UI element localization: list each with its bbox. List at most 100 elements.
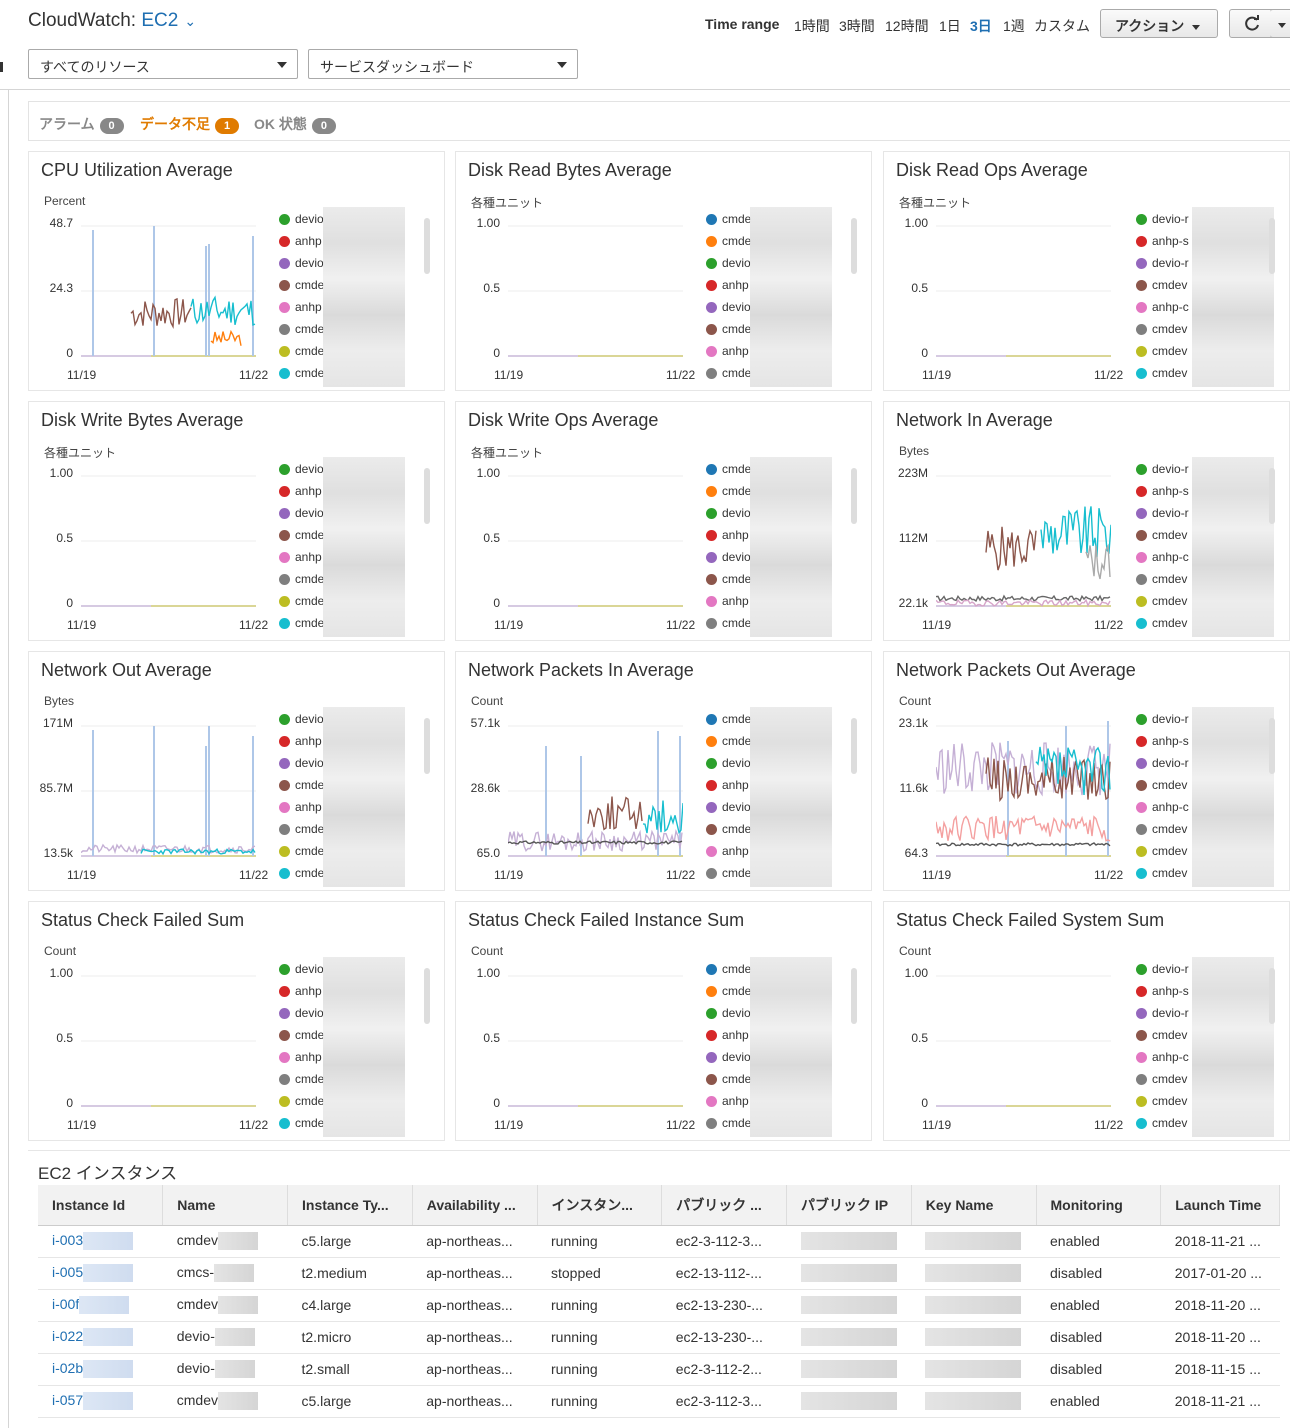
legend-item[interactable]: cmde: [706, 864, 754, 880]
legend-item[interactable]: devio: [279, 210, 327, 232]
metric-widget[interactable]: Status Check Failed Sum Count 1.00 0.5 0 11/1…: [28, 901, 445, 1141]
legend-item[interactable]: cmdev: [1136, 276, 1194, 298]
legend-item[interactable]: anhp: [706, 776, 754, 798]
metric-plot[interactable]: [81, 216, 256, 360]
legend-item[interactable]: anhp-c: [1136, 298, 1194, 320]
table-row[interactable]: i-022 devio-t2.micro ap-northeas... running…: [38, 1321, 1280, 1354]
insufficient-data-filter[interactable]: データ不足 1: [140, 114, 239, 134]
legend-scrollbar[interactable]: [424, 218, 430, 274]
legend-item[interactable]: cmde: [279, 342, 327, 364]
legend-item[interactable]: cmde: [279, 320, 327, 342]
legend-item[interactable]: devio: [706, 1048, 754, 1070]
instance-id-link[interactable]: i-02b: [38, 1353, 163, 1386]
metric-plot[interactable]: [508, 216, 683, 360]
legend-scrollbar[interactable]: [1269, 468, 1275, 524]
legend-item[interactable]: devio-r: [1136, 460, 1194, 482]
metric-widget[interactable]: Disk Read Bytes Average 各種ユニット 1.00 0.5 0 11/…: [455, 151, 872, 391]
column-header[interactable]: インスタン...: [537, 1185, 663, 1226]
legend-item[interactable]: anhp: [279, 982, 327, 1004]
column-header[interactable]: パブリック ...: [661, 1185, 787, 1226]
legend-item[interactable]: devio-r: [1136, 1004, 1194, 1026]
legend-item[interactable]: devio-r: [1136, 960, 1194, 982]
legend-item[interactable]: anhp: [706, 1026, 754, 1048]
table-row[interactable]: i-00f cmdev c4.large ap-northeas... running e…: [38, 1289, 1280, 1322]
legend-item[interactable]: devio: [706, 548, 754, 570]
legend-item[interactable]: devio: [279, 504, 327, 526]
legend-item[interactable]: anhp: [279, 798, 327, 820]
instance-id-link[interactable]: i-003: [38, 1225, 163, 1258]
metric-plot[interactable]: [936, 966, 1111, 1110]
legend-item[interactable]: cmdev: [1136, 614, 1194, 630]
legend-scrollbar[interactable]: [424, 968, 430, 1024]
legend-item[interactable]: cmde: [279, 570, 327, 592]
legend-item[interactable]: cmde: [279, 776, 327, 798]
legend-item[interactable]: cmde: [706, 570, 754, 592]
metric-plot[interactable]: [81, 966, 256, 1110]
legend-item[interactable]: devio: [279, 1004, 327, 1026]
legend-item[interactable]: anhp-c: [1136, 798, 1194, 820]
legend-item[interactable]: cmde: [279, 614, 327, 630]
legend-item[interactable]: anhp-c: [1136, 548, 1194, 570]
legend-item[interactable]: cmde: [706, 960, 754, 982]
legend-item[interactable]: anhp-s: [1136, 732, 1194, 754]
legend-item[interactable]: anhp: [706, 1092, 754, 1114]
legend-item[interactable]: anhp: [279, 548, 327, 570]
instance-id-link-text[interactable]: i-003: [52, 1231, 84, 1248]
metric-widget[interactable]: Status Check Failed Instance Sum Count 1.0…: [455, 901, 872, 1141]
legend-item[interactable]: cmde: [706, 820, 754, 842]
legend-item[interactable]: cmde: [706, 232, 754, 254]
legend-item[interactable]: cmdev: [1136, 864, 1194, 880]
instance-id-link[interactable]: i-005: [38, 1257, 163, 1290]
legend-item[interactable]: anhp: [279, 732, 327, 754]
time-range-3h[interactable]: 3時間: [839, 18, 875, 34]
legend-item[interactable]: cmdev: [1136, 1026, 1194, 1048]
legend-scrollbar[interactable]: [851, 218, 857, 274]
legend-scrollbar[interactable]: [1269, 718, 1275, 774]
table-row[interactable]: i-057 cmdev c5.large ap-northeas... running e…: [38, 1385, 1280, 1418]
resource-filter-dropdown[interactable]: すべてのリソース: [28, 49, 298, 79]
instance-id-link-text[interactable]: i-005: [52, 1263, 84, 1280]
legend-item[interactable]: cmde: [706, 1114, 754, 1130]
legend-item[interactable]: anhp: [706, 592, 754, 614]
legend-item[interactable]: cmde: [279, 526, 327, 548]
legend-item[interactable]: cmde: [279, 592, 327, 614]
legend-item[interactable]: devio: [706, 298, 754, 320]
metric-widget[interactable]: CPU Utilization Average Percent 48.7 24.3 0 1…: [28, 151, 445, 391]
legend-scrollbar[interactable]: [424, 468, 430, 524]
metric-plot[interactable]: [81, 466, 256, 610]
legend-item[interactable]: cmde: [706, 732, 754, 754]
legend-item[interactable]: cmde: [279, 276, 327, 298]
legend-item[interactable]: cmdev: [1136, 592, 1194, 614]
legend-item[interactable]: cmde: [279, 1092, 327, 1114]
legend-item[interactable]: devio: [279, 460, 327, 482]
legend-item[interactable]: cmdev: [1136, 342, 1194, 364]
legend-item[interactable]: anhp: [279, 298, 327, 320]
legend-item[interactable]: devio: [706, 254, 754, 276]
legend-item[interactable]: devio: [279, 254, 327, 276]
legend-item[interactable]: anhp: [279, 232, 327, 254]
legend-item[interactable]: devio: [279, 960, 327, 982]
instance-id-link-text[interactable]: i-00f: [52, 1295, 80, 1312]
legend-item[interactable]: cmde: [279, 364, 327, 380]
instance-id-link[interactable]: i-057: [38, 1385, 163, 1418]
legend-item[interactable]: cmdev: [1136, 776, 1194, 798]
metric-widget[interactable]: Disk Write Ops Average 各種ユニット 1.00 0.5 0 11/1…: [455, 401, 872, 641]
instance-id-link-text[interactable]: i-057: [52, 1391, 84, 1408]
legend-item[interactable]: anhp: [279, 1048, 327, 1070]
metric-plot[interactable]: [508, 716, 683, 860]
legend-item[interactable]: devio-r: [1136, 254, 1194, 276]
column-header[interactable]: Launch Time: [1160, 1185, 1280, 1226]
time-range-1h[interactable]: 1時間: [794, 18, 830, 34]
metric-widget[interactable]: Status Check Failed System Sum Count 1.00 0…: [883, 901, 1290, 1141]
legend-item[interactable]: anhp: [706, 526, 754, 548]
metric-plot[interactable]: [81, 716, 256, 860]
legend-item[interactable]: anhp-s: [1136, 982, 1194, 1004]
time-range-custom[interactable]: カスタム: [1034, 18, 1090, 34]
alarm-filter[interactable]: アラーム 0: [39, 114, 124, 134]
legend-item[interactable]: devio-r: [1136, 710, 1194, 732]
column-header[interactable]: Availability ...: [412, 1185, 538, 1226]
legend-item[interactable]: anhp: [706, 342, 754, 364]
column-header[interactable]: Instance Ty...: [287, 1185, 413, 1226]
column-header[interactable]: Key Name: [911, 1185, 1037, 1226]
refresh-button[interactable]: [1229, 9, 1275, 38]
